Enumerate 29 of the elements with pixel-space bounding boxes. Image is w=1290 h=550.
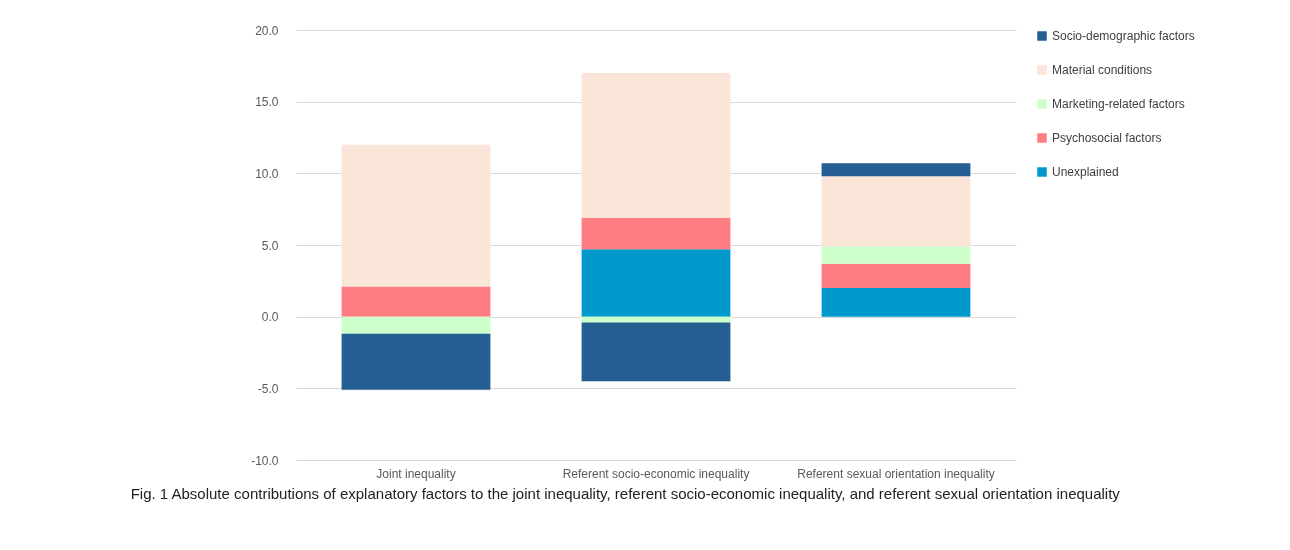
bar [821,163,971,177]
y-tick-label: 20.0 [255,23,279,38]
x-tick-label: Joint inequality [376,466,456,481]
bar [581,322,731,382]
bar [341,316,491,334]
y-tick-label: 5.0 [261,238,279,253]
legend-label: Socio-demographic factors [1052,29,1195,43]
bar [341,144,491,287]
legend-label: Marketing-related factors [1052,97,1185,111]
bar [821,288,971,317]
x-tick-label: Referent socio-economic inequality [562,466,750,481]
legend-label: Material conditions [1052,63,1153,77]
bar [581,249,731,317]
x-tick-label: Referent sexual orientation inequality [797,466,995,481]
bar [821,176,971,247]
legend-label: Psychosocial factors [1052,131,1162,145]
y-tick-label: 15.0 [255,95,279,110]
legend-label: Unexplained [1052,165,1119,179]
bar [581,217,731,250]
y-tick-label: -10.0 [251,453,279,468]
bar [581,73,731,218]
y-tick-label: -5.0 [257,381,279,396]
bar [821,263,971,288]
y-tick-label: 0.0 [261,310,279,325]
y-tick-label: 10.0 [255,166,279,181]
bar [341,286,491,317]
bar [341,333,491,390]
caption: Fig. 1 Absolute contributions of explanatory factors to the joint inequality, referent socio-economic inequality, and referent sexual orientation inequality [130,485,1121,502]
bar [821,246,971,264]
